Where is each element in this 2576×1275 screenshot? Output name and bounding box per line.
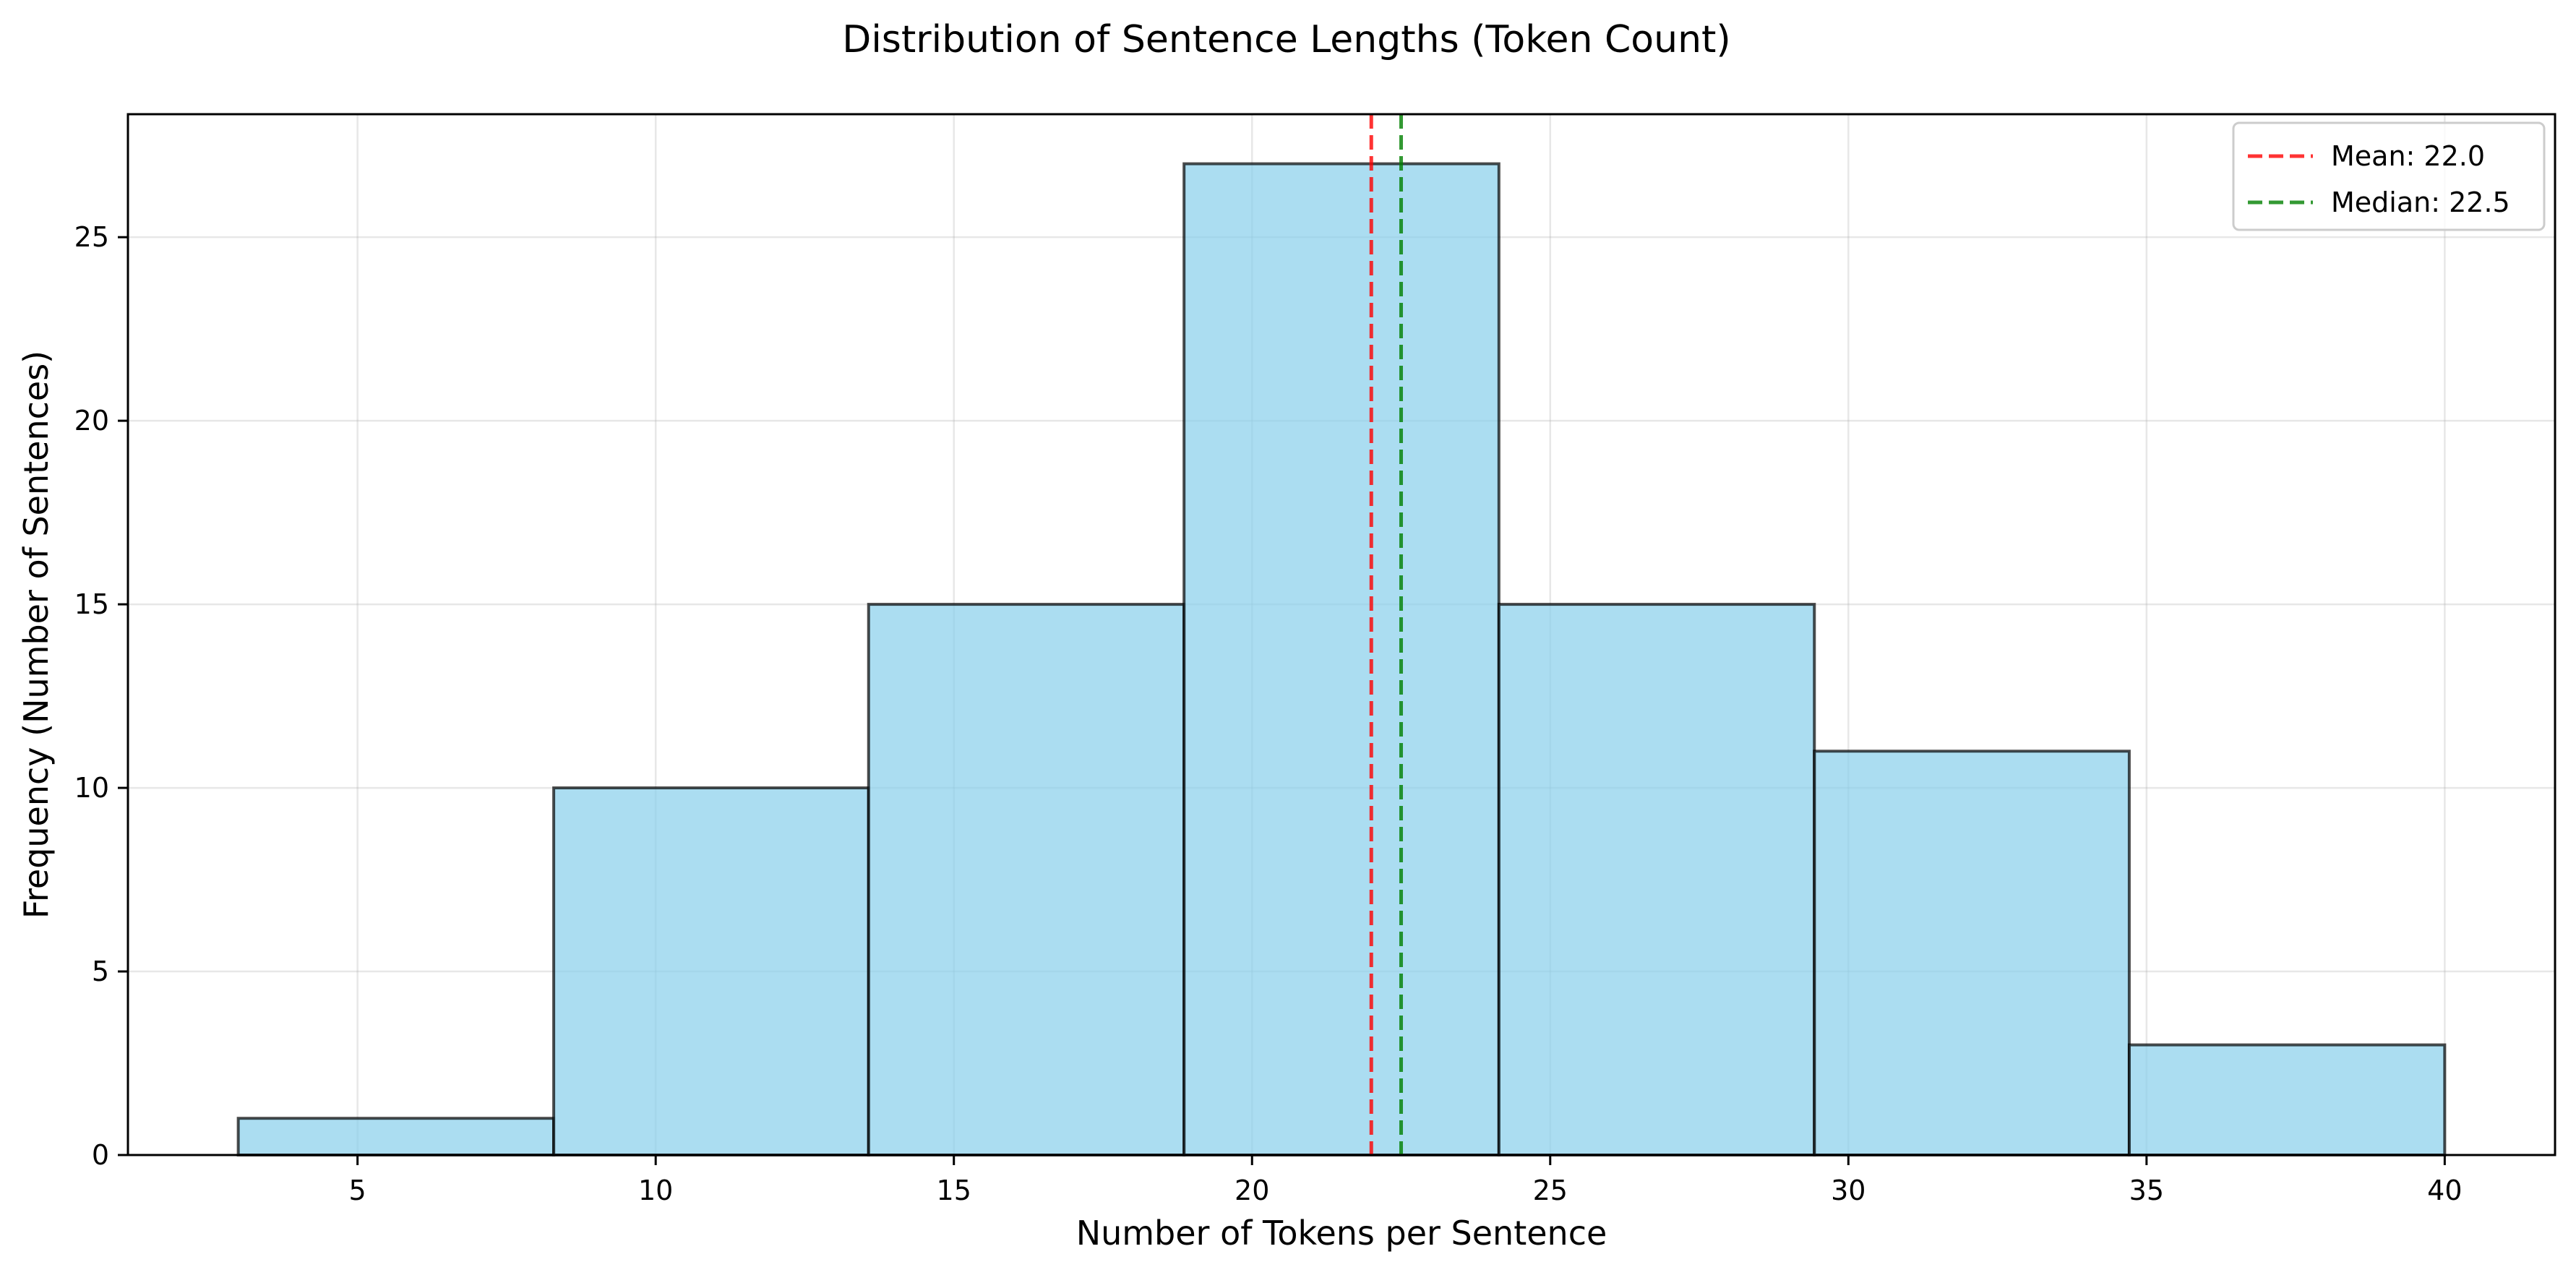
x-tick-label: 25 bbox=[1533, 1175, 1568, 1206]
histogram-bar bbox=[552, 786, 870, 1156]
histogram-bar bbox=[1182, 162, 1500, 1157]
x-axis-ticks: 5 10 15 20 25 30 35 40 bbox=[349, 1155, 2463, 1206]
legend-label: Median: 22.5 bbox=[2331, 186, 2510, 218]
reference-lines bbox=[1369, 114, 1404, 1155]
legend: Mean: 22.0 Median: 22.5 bbox=[2232, 121, 2546, 231]
legend-label: Mean: 22.0 bbox=[2331, 140, 2485, 172]
histogram-bar bbox=[2127, 1043, 2447, 1156]
x-tick-label: 10 bbox=[638, 1175, 673, 1206]
histogram-bar bbox=[867, 603, 1186, 1156]
y-tick-label: 0 bbox=[92, 1139, 109, 1171]
y-tick-label: 20 bbox=[74, 405, 109, 437]
histogram-bar bbox=[236, 1117, 556, 1156]
x-tick-label: 15 bbox=[937, 1175, 971, 1206]
plot-frame bbox=[126, 113, 2556, 1156]
y-tick-label: 25 bbox=[74, 221, 109, 253]
x-tick-label: 5 bbox=[349, 1175, 366, 1206]
y-axis-ticks: 0 5 10 15 20 25 bbox=[74, 221, 128, 1171]
x-tick-label: 35 bbox=[2129, 1175, 2164, 1206]
x-axis-label: Number of Tokens per Sentence bbox=[1076, 1214, 1607, 1253]
y-tick-label: 15 bbox=[74, 588, 109, 620]
x-tick-label: 30 bbox=[1831, 1175, 1866, 1206]
y-tick-label: 10 bbox=[74, 772, 109, 804]
y-tick-label: 5 bbox=[92, 956, 109, 987]
x-tick-label: 20 bbox=[1235, 1175, 1269, 1206]
chart-title: Distribution of Sentence Lengths (Token … bbox=[842, 18, 1730, 61]
histogram-bar bbox=[1497, 603, 1816, 1156]
histogram-bar bbox=[1813, 750, 2131, 1157]
y-axis-label: Frequency (Number of Sentences) bbox=[17, 351, 56, 919]
histogram-bars bbox=[236, 162, 2447, 1157]
x-tick-label: 40 bbox=[2427, 1175, 2462, 1206]
